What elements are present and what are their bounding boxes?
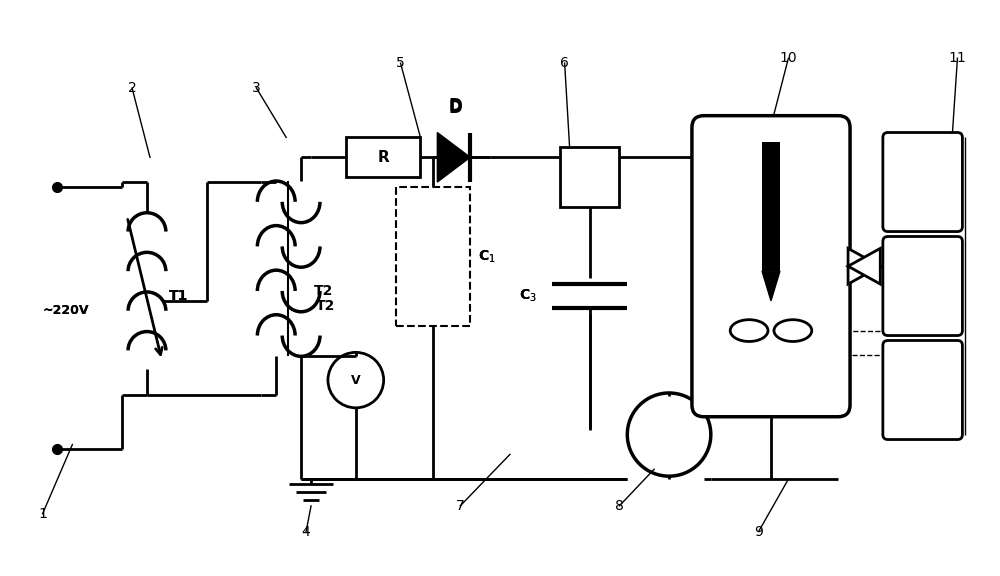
Text: 8: 8 — [615, 499, 624, 513]
Polygon shape — [437, 132, 470, 182]
Text: D: D — [448, 97, 462, 115]
Text: 6: 6 — [560, 56, 569, 70]
Text: C$_3$: C$_3$ — [519, 288, 537, 304]
Text: C$_1$: C$_1$ — [478, 248, 496, 264]
Bar — [346, 138, 420, 177]
FancyBboxPatch shape — [883, 340, 962, 439]
Polygon shape — [848, 248, 880, 284]
Text: ~220V: ~220V — [43, 304, 89, 317]
Text: T1: T1 — [169, 289, 188, 303]
Text: R: R — [377, 150, 389, 165]
Text: ~220V: ~220V — [43, 304, 89, 317]
Text: T2: T2 — [316, 299, 335, 313]
Text: V: V — [351, 374, 361, 386]
Text: D: D — [448, 98, 462, 117]
Bar — [396, 187, 470, 325]
Text: S: S — [918, 185, 928, 199]
Bar — [762, 142, 780, 271]
Polygon shape — [848, 248, 880, 284]
Bar — [560, 147, 619, 207]
Text: 5: 5 — [396, 56, 405, 70]
Text: 10: 10 — [780, 51, 797, 65]
Text: 11: 11 — [949, 51, 966, 65]
Text: 9: 9 — [754, 525, 763, 539]
Text: 3: 3 — [252, 81, 261, 95]
Text: C$_1$: C$_1$ — [478, 248, 496, 264]
Text: 4: 4 — [302, 525, 310, 539]
Text: GC/M: GC/M — [902, 167, 943, 181]
Text: C$_3$: C$_3$ — [519, 288, 537, 304]
Polygon shape — [762, 271, 780, 301]
Text: 2: 2 — [128, 81, 136, 95]
FancyBboxPatch shape — [692, 116, 850, 417]
Text: 1: 1 — [38, 507, 47, 521]
FancyBboxPatch shape — [883, 237, 962, 336]
Text: T1: T1 — [169, 289, 188, 303]
FancyBboxPatch shape — [883, 132, 962, 232]
Text: T2: T2 — [314, 284, 333, 298]
Text: GC: GC — [912, 279, 933, 293]
Text: DSO: DSO — [906, 383, 939, 397]
Text: 7: 7 — [456, 499, 465, 513]
